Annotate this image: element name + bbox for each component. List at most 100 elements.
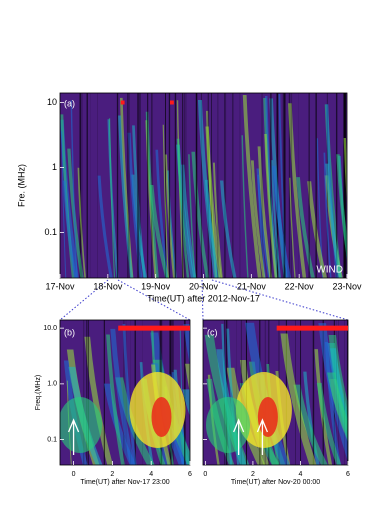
- emission-streak: [197, 99, 218, 278]
- panel-label: (a): [64, 98, 75, 108]
- x-tick-label: 22-Nov: [285, 281, 315, 291]
- emission-streak: [145, 111, 159, 278]
- plot-area: [203, 320, 348, 465]
- emission-streak: [241, 135, 249, 278]
- arrow: [67, 418, 80, 455]
- x-tick-label: 0: [72, 471, 76, 478]
- emission-streak: [288, 103, 307, 278]
- y-tick-label: 10.0: [43, 325, 57, 332]
- x-axis-label: Time(UT) after 2012-Nov-17: [147, 293, 260, 303]
- x-tick-label: 4: [149, 471, 153, 478]
- emission-streak: [127, 132, 143, 278]
- emission-streak: [188, 154, 196, 278]
- emission-streak: [289, 177, 296, 278]
- burst-core: [257, 397, 278, 437]
- emission-streak: [70, 100, 78, 278]
- emission-streak: [219, 180, 237, 278]
- emission-streak: [307, 181, 328, 278]
- emission-streak: [185, 363, 190, 393]
- annotation: WIND: [316, 265, 343, 276]
- arrow: [256, 418, 269, 455]
- emission-streak: [67, 148, 84, 278]
- y-tick-label: 1.0: [47, 381, 57, 388]
- emission-streak: [60, 114, 75, 278]
- emission-streak: [205, 126, 222, 278]
- x-tick-label: 6: [346, 471, 350, 478]
- red-bar: [276, 325, 348, 331]
- emission-streak: [316, 138, 324, 278]
- emission-streak: [325, 163, 342, 278]
- emission-streak: [131, 174, 148, 278]
- x-tick-label: 19-Nov: [141, 281, 171, 291]
- x-tick-label: 4: [299, 471, 303, 478]
- emission-streak: [103, 383, 137, 465]
- panel-label: (c): [207, 327, 218, 337]
- burst-edge: [60, 397, 102, 453]
- red-bar: [120, 100, 125, 105]
- plot-area: [60, 320, 190, 465]
- emission-streak: [84, 336, 113, 465]
- panel-label: (b): [64, 327, 75, 337]
- x-tick-label: 23-Nov: [332, 281, 362, 291]
- emission-streak: [296, 177, 315, 278]
- emission-streak: [61, 131, 67, 278]
- red-bar: [118, 325, 190, 331]
- plot-area: [60, 93, 347, 278]
- emission-streak: [119, 97, 134, 278]
- zoom-guides: [59, 279, 349, 321]
- emission-streak: [270, 160, 281, 278]
- emission-streak: [182, 389, 190, 417]
- emission-streak: [316, 382, 342, 465]
- emission-streak: [271, 165, 292, 278]
- emission-streak: [183, 324, 190, 366]
- emission-streak: [327, 372, 348, 441]
- emission-streak: [264, 133, 278, 278]
- x-tick-label: 18-Nov: [93, 281, 123, 291]
- y-tick-label: 0.1: [44, 227, 57, 237]
- emission-streak: [132, 125, 146, 278]
- x-tick-label: 2: [251, 471, 255, 478]
- emission-streak: [323, 152, 332, 278]
- emission-streak: [155, 149, 169, 278]
- red-bar: [170, 100, 174, 105]
- emission-streak: [280, 333, 317, 465]
- y-axis-label: Freq.(MHz): [35, 375, 42, 410]
- emission-streak: [293, 384, 328, 465]
- x-axis-label: Time(UT) after Nov-20 00:00: [231, 479, 320, 486]
- burst-core: [151, 397, 172, 437]
- arrow: [233, 418, 245, 455]
- emission-streak: [149, 184, 170, 278]
- emission-streak: [257, 174, 266, 278]
- emission-streak: [108, 118, 116, 278]
- emission-streak: [343, 138, 347, 207]
- emission-streak: [325, 104, 339, 278]
- x-tick-label: 2: [110, 471, 114, 478]
- emission-streak: [269, 98, 288, 278]
- emission-streak: [250, 160, 266, 278]
- x-tick-label: 21-Nov: [237, 281, 267, 291]
- emission-streak: [242, 94, 262, 278]
- guide-line: [211, 279, 349, 321]
- emission-streak: [97, 175, 113, 278]
- y-axis-label: Fre. (MHz): [16, 164, 26, 207]
- emission-streak: [77, 167, 87, 278]
- emission-streak: [257, 146, 273, 278]
- x-tick-label: 20-Nov: [189, 281, 219, 291]
- x-tick-label: 6: [188, 471, 192, 478]
- emission-streak: [278, 93, 288, 278]
- emission-streak: [62, 180, 77, 278]
- emission-streak: [303, 371, 320, 465]
- frame: [59, 319, 191, 466]
- emission-streak: [106, 334, 125, 465]
- emission-streak: [162, 124, 169, 278]
- burst-edge: [206, 397, 250, 453]
- y-tick-label: 0.1: [47, 436, 57, 443]
- frame: [202, 319, 349, 466]
- emission-streak: [110, 328, 136, 465]
- y-tick-label: 10: [47, 97, 57, 107]
- emission-streak: [181, 164, 197, 278]
- x-tick-label: 17-Nov: [45, 281, 75, 291]
- emission-streak: [226, 328, 240, 465]
- y-tick-label: 1: [52, 162, 57, 172]
